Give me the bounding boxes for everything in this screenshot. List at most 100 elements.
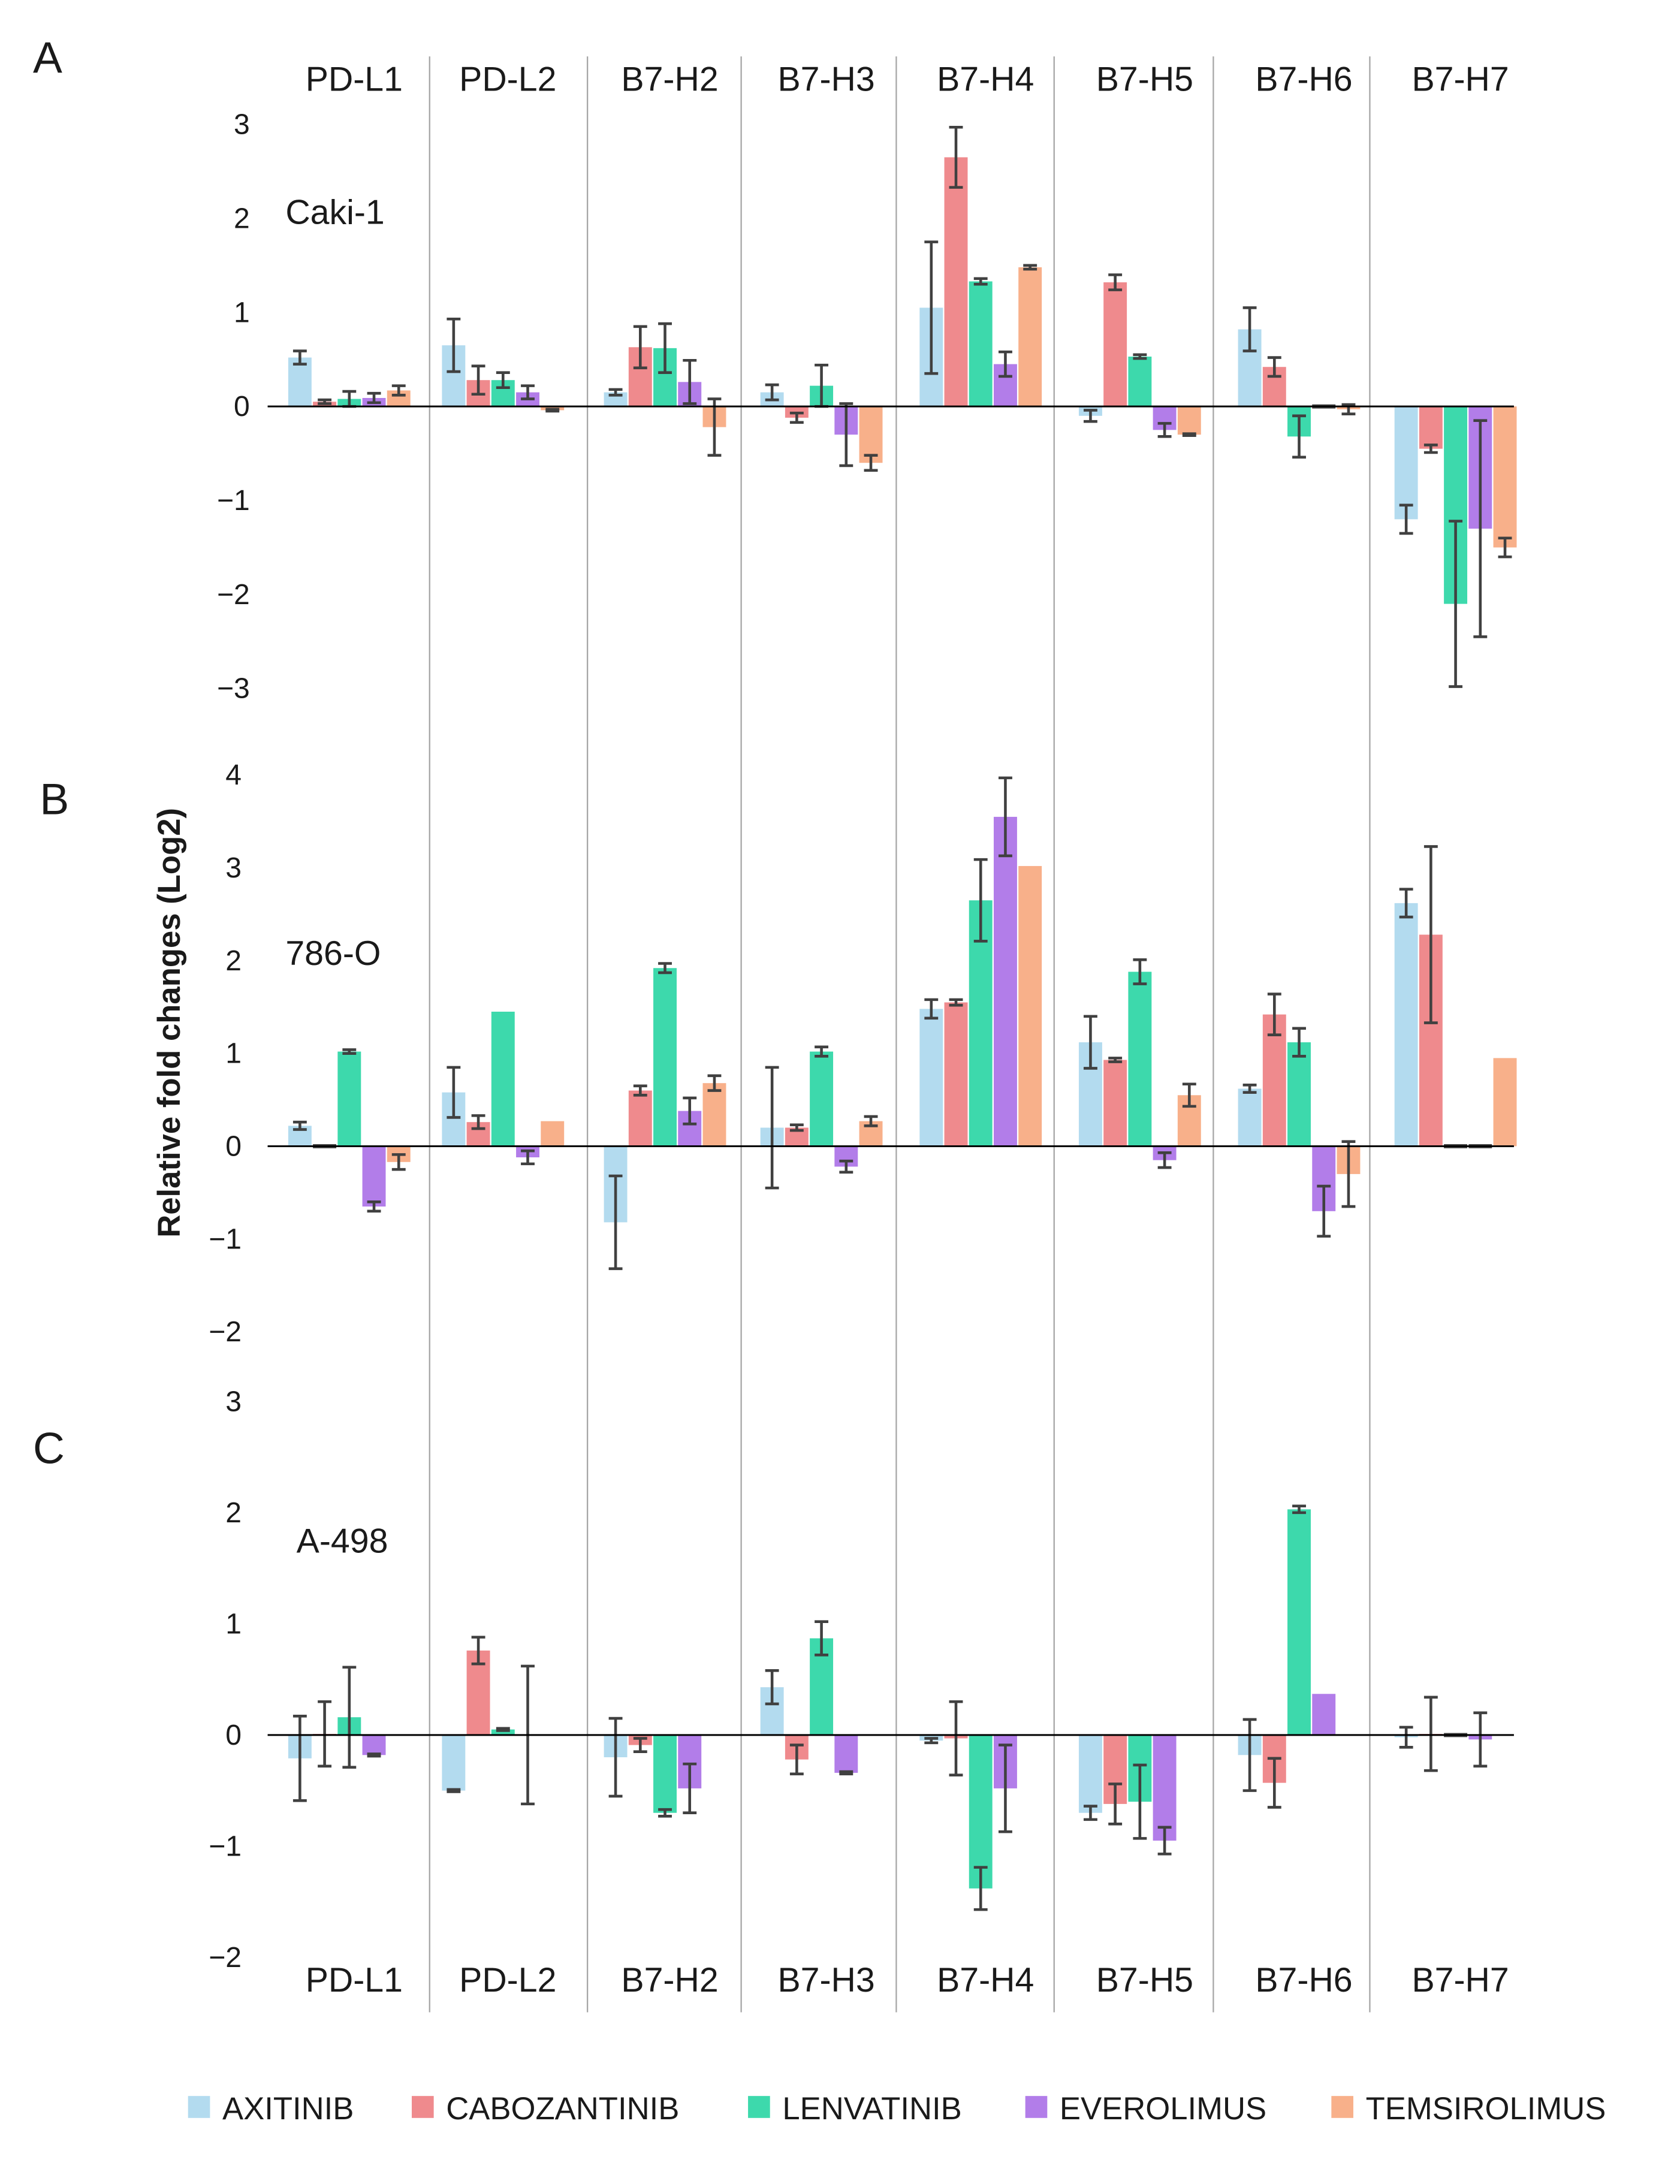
bar: [1238, 1088, 1262, 1147]
category-label-top: B7-H3: [777, 60, 874, 98]
y-tick-label: 1: [225, 1037, 242, 1070]
category-label-top: B7-H2: [621, 60, 718, 98]
y-tick-label: 0: [225, 1719, 242, 1751]
category-label-bottom: PD-L1: [306, 1961, 403, 1999]
legend-swatch: [412, 2096, 434, 2118]
bar: [944, 1002, 968, 1147]
y-tick-label: 3: [225, 1385, 242, 1417]
bar: [288, 357, 312, 407]
category-separators: [429, 56, 1371, 2013]
category-label-top: B7-H6: [1255, 60, 1352, 98]
bar: [1419, 406, 1443, 449]
bar: [834, 1734, 858, 1773]
bar: [702, 1083, 726, 1147]
panel-b: 4 3 2 1 0 −1 −2 786-O: [209, 759, 1517, 1348]
legend-swatch: [1025, 2096, 1048, 2118]
y-tick-label: −3: [217, 672, 250, 705]
bar: [337, 1051, 361, 1147]
category-label-top: PD-L2: [459, 60, 556, 98]
bar: [628, 1090, 652, 1147]
bar: [1103, 1060, 1127, 1147]
y-tick-label: 3: [234, 108, 250, 141]
legend-label: CABOZANTINIB: [446, 2091, 679, 2126]
category-label-bottom: B7-H4: [937, 1961, 1034, 1999]
bar: [1287, 1509, 1311, 1735]
bar: [993, 816, 1017, 1147]
y-tick-label: 0: [225, 1130, 242, 1162]
panel-c: 3 2 1 0 −1 −2 A-498 PD-L1 PD-L2 B7-H2 B7-H3 B7-H4 B7…: [209, 1385, 1514, 1999]
panel-a: 3 2 1 0 −1 −2 −3 Caki-1 PD-L1 PD-L2 B7-H2 B7-H3 B7-H…: [217, 60, 1517, 705]
category-label-bottom: B7-H6: [1255, 1961, 1352, 1999]
legend-label: AXITINIB: [222, 2091, 354, 2126]
category-label-bottom: B7-H2: [621, 1961, 718, 1999]
bar: [1493, 406, 1517, 548]
bar: [810, 1051, 834, 1147]
bar: [1493, 1058, 1517, 1147]
category-label-top: PD-L1: [306, 60, 403, 98]
legend-label: EVEROLIMUS: [1060, 2091, 1266, 2126]
panel-letter-c: C: [33, 1423, 65, 1473]
y-tick-label: −1: [217, 484, 250, 517]
panel-title: 786-O: [285, 934, 381, 973]
bar: [1177, 406, 1201, 435]
category-label-bottom: PD-L2: [459, 1961, 556, 1999]
bar: [1153, 1734, 1177, 1841]
bar: [969, 281, 993, 407]
bar: [541, 1121, 565, 1147]
bar: [1287, 1042, 1311, 1147]
panel-title: A-498: [297, 1522, 388, 1560]
bar: [1394, 903, 1418, 1147]
bar: [653, 1734, 677, 1813]
bar: [944, 157, 968, 407]
bar: [919, 1009, 943, 1147]
y-tick-label: −1: [209, 1223, 242, 1255]
bar: [859, 406, 883, 463]
legend-label: LENVATINIB: [782, 2091, 961, 2126]
category-label-top: B7-H5: [1096, 60, 1193, 98]
panel-letter-a: A: [33, 34, 62, 83]
bar: [491, 1729, 515, 1735]
panel-title: Caki-1: [285, 194, 384, 232]
bar: [1128, 972, 1152, 1147]
legend-swatch: [188, 2096, 210, 2118]
bar: [442, 1734, 466, 1791]
bar: [1312, 1694, 1336, 1735]
bar: [1128, 356, 1152, 407]
y-axis-title: Relative fold changes (Log2): [152, 808, 187, 1238]
y-tick-label: 2: [225, 945, 242, 977]
category-label-bottom: B7-H3: [777, 1961, 874, 1999]
bar: [1103, 282, 1127, 407]
bar: [1018, 865, 1042, 1147]
y-tick-label: 0: [234, 390, 250, 423]
legend-swatch: [748, 2096, 770, 2118]
bar: [362, 1146, 386, 1207]
y-tick-label: −1: [209, 1830, 242, 1862]
legend-swatch: [1331, 2096, 1353, 2118]
category-label-bottom: B7-H7: [1411, 1961, 1509, 1999]
y-tick-label: −2: [209, 1941, 242, 1974]
legend-label: TEMSIROLIMUS: [1366, 2091, 1606, 2126]
y-tick-label: 3: [225, 852, 242, 884]
bar: [653, 968, 677, 1147]
y-tick-label: 2: [225, 1497, 242, 1529]
category-label-top: B7-H7: [1411, 60, 1509, 98]
legend: AXITINIB CABOZANTINIB LENVATINIB EVEROLIMUS…: [188, 2091, 1606, 2126]
bar: [362, 1734, 386, 1755]
y-tick-label: −2: [209, 1316, 242, 1348]
y-tick-label: 2: [234, 202, 250, 234]
category-label-bottom: B7-H5: [1096, 1961, 1193, 1999]
panel-letter-b: B: [40, 774, 69, 823]
y-tick-label: 4: [225, 759, 242, 791]
y-tick-label: −2: [217, 578, 250, 611]
category-label-top: B7-H4: [937, 60, 1034, 98]
y-tick-label: 1: [225, 1607, 242, 1640]
y-tick-label: 1: [234, 296, 250, 328]
bar: [1262, 1014, 1286, 1147]
bar: [1018, 267, 1042, 407]
bar: [1394, 406, 1418, 520]
bar: [969, 1734, 993, 1889]
bar: [1078, 1734, 1102, 1813]
bar: [491, 1011, 515, 1147]
chart-panels: 3 2 1 0 −1 −2 −3 Caki-1 PD-L1 PD-L2 B7-H2 B7-H3 B7-H…: [209, 60, 1517, 1999]
